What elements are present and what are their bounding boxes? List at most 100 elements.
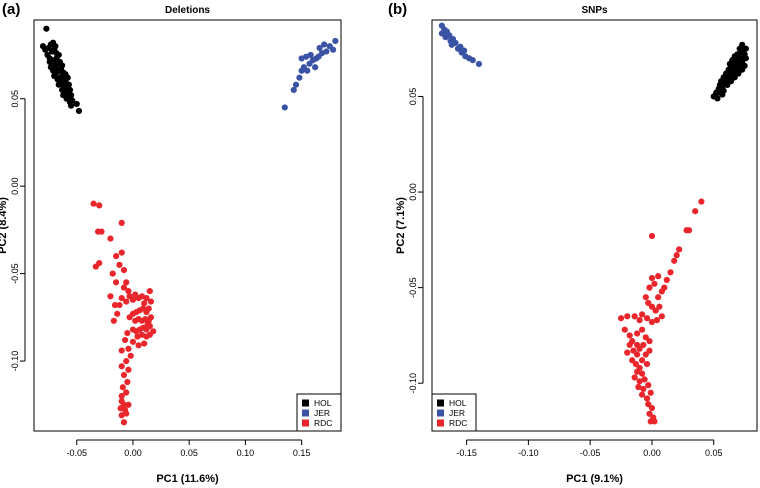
y-tick-label: -0.10 [10,351,20,372]
panel-b: (b) SNPs -0.15 -0.10 -0.05 0.00 0.05 PC1 (9.1%)… [388,1,758,485]
data-point [120,419,128,426]
data-point [446,32,453,39]
data-point [643,315,651,322]
data-point [617,315,625,322]
data-point [118,398,125,405]
data-point [125,401,132,408]
data-point [642,334,649,341]
data-points [438,22,749,425]
data-point [658,288,665,295]
data-point [636,317,643,324]
x-tick-label: 0.00 [124,448,142,458]
data-point [635,383,642,391]
data-point [651,418,658,425]
data-point [69,97,76,104]
data-point [648,404,656,412]
data-point [641,376,648,383]
data-point [96,202,103,209]
data-point [124,378,131,386]
data-point [626,332,633,339]
data-point [629,357,636,364]
x-tick-label: -0.10 [518,448,539,458]
legend-label: RDC [314,418,332,428]
data-point [296,74,303,81]
data-point [632,360,639,368]
data-point [452,39,459,47]
y-tick-label: 0.05 [408,88,418,106]
data-point [621,326,628,333]
data-point [645,401,652,408]
data-point [638,357,646,364]
data-point [281,104,288,111]
data-point [125,366,132,373]
data-point [73,100,80,108]
data-point [125,287,132,295]
data-point [111,301,119,309]
series-jer [438,22,483,68]
data-point [634,368,641,375]
data-point [55,51,62,59]
legend-swatch [302,419,309,427]
data-point [323,48,330,55]
data-point [683,227,690,234]
data-point [321,41,328,48]
data-point [129,338,137,345]
data-point [624,349,631,356]
data-point [118,294,125,302]
data-point [290,86,297,94]
data-point [438,30,445,37]
data-point [150,328,157,335]
legend-swatch [302,409,309,417]
data-point [118,249,125,256]
data-point [634,351,641,358]
data-point [330,46,337,53]
data-point [736,45,743,52]
x-tick-label: -0.15 [456,448,477,458]
y-tick-label: -0.05 [10,263,20,284]
data-point [123,279,130,286]
data-point [726,60,733,68]
data-point [66,86,74,94]
data-point [652,307,659,314]
data-point [292,81,300,88]
y-axis-label: PC2 (7.1%) [395,197,407,254]
data-point [135,342,142,349]
data-point [655,273,662,280]
data-point [731,74,738,81]
legend-swatch [437,409,444,417]
data-point [124,329,131,337]
data-point [116,261,123,268]
data-point [120,266,128,274]
data-point [107,235,114,242]
data-point [143,294,150,302]
series-jer [281,37,339,111]
data-point [638,370,646,377]
data-point [62,71,69,78]
data-point [461,47,468,54]
x-tick-label: 0.05 [180,448,198,458]
data-point [120,284,128,291]
data-point [125,345,132,352]
data-point [642,294,649,301]
data-point [640,385,647,393]
data-point [645,382,652,389]
x-axis: -0.15 -0.10 -0.05 0.00 0.05 PC1 (9.1%) [456,439,723,485]
y-tick-label: 0.05 [10,90,20,108]
data-point [671,257,678,264]
data-point [107,293,114,300]
data-point [648,318,656,326]
data-point [146,287,153,295]
data-point [469,57,476,64]
data-point [114,310,121,317]
data-point [634,341,641,349]
data-point [638,311,646,318]
data-point [68,92,75,99]
data-point [718,78,725,85]
data-point [631,374,638,381]
data-point [92,263,99,270]
data-point [673,252,680,259]
data-point [316,44,323,52]
data-point [648,232,656,240]
